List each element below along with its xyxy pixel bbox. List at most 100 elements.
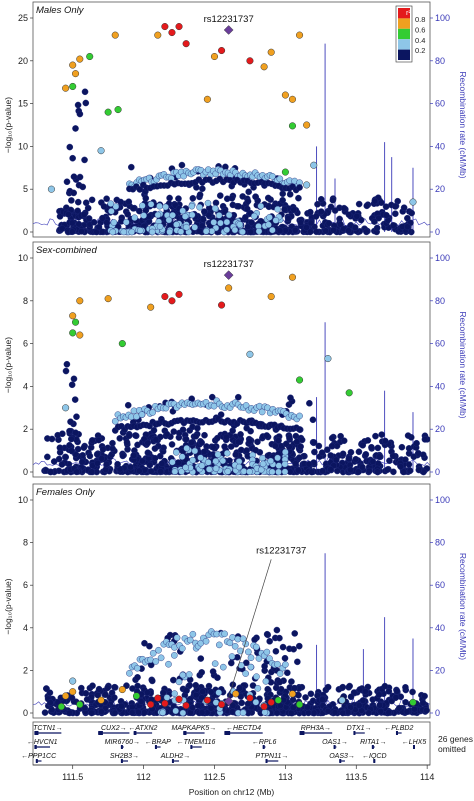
snp-point [255, 655, 263, 662]
snp-point [393, 687, 401, 695]
snp-point [421, 692, 428, 700]
snp-point [81, 88, 89, 96]
snp-point [109, 439, 116, 447]
snp-point [128, 709, 136, 717]
snp-point [377, 708, 384, 715]
snp-point-ld [154, 31, 162, 39]
snp-point [111, 683, 118, 691]
gene-exon [371, 745, 374, 749]
snp-point [339, 683, 347, 691]
snp-point [275, 462, 283, 469]
legend-swatch [398, 8, 410, 19]
snp-point [276, 634, 283, 642]
gene-label: ←BRAP [145, 739, 171, 746]
snp-point [265, 221, 272, 229]
legend-label: 0.8 [415, 15, 425, 24]
snp-point [251, 636, 258, 644]
snp-point [253, 673, 260, 680]
y-right-tick-label: 0 [435, 467, 440, 477]
snp-point [144, 449, 152, 457]
snp-point [359, 697, 367, 704]
gene-label: SH2B3→ [110, 753, 139, 760]
snp-point [85, 215, 93, 222]
y-right-tick-label: 100 [435, 253, 450, 263]
x-tick-label: 112.5 [204, 772, 226, 782]
snp-point [181, 213, 189, 220]
snp-point [157, 654, 165, 662]
snp-point [156, 202, 163, 210]
snp-point [205, 466, 213, 473]
snp-point [389, 452, 397, 460]
y-tick-label: 4 [23, 381, 28, 391]
snp-point [139, 457, 146, 465]
gene-label: ←TMEM116 [177, 739, 216, 746]
snp-point [198, 439, 205, 446]
snp-point [257, 466, 265, 474]
gene-name: OAS3 [329, 753, 348, 760]
snp-point [88, 468, 96, 476]
snp-point [339, 450, 347, 458]
snp-point [66, 427, 73, 435]
snp-point [125, 198, 133, 206]
panel-3: 0 2 4 6 8 10 −log₁₀(p-value) 0 20 40 60 80 100 Recomb… [3, 483, 468, 719]
snp-point [74, 101, 82, 109]
snp-point [419, 699, 427, 707]
snp-point [359, 463, 366, 471]
snp-point [48, 706, 56, 714]
snp-point [224, 468, 232, 475]
snp-point [304, 703, 311, 711]
snp-point [259, 460, 267, 468]
snp-point [68, 219, 76, 227]
snp-point [355, 200, 363, 208]
snp-point [340, 204, 348, 212]
snp-point [371, 197, 379, 205]
snp-point [317, 195, 325, 203]
snp-point [188, 211, 196, 219]
snp-point [179, 426, 187, 434]
gene-label: TCTN1→ [33, 725, 63, 732]
genes-omitted-note: 26 genes [438, 734, 473, 744]
snp-point [238, 699, 245, 707]
snp-point [62, 367, 70, 375]
snp-point [62, 453, 70, 461]
snp-point-ld [69, 688, 77, 696]
snp-point [404, 214, 411, 222]
snp-point-ld [114, 106, 122, 114]
y-axis-label: −log₁₀(p-value) [3, 578, 13, 634]
snp-point-ld [296, 376, 304, 384]
y-right-tick-label: 80 [435, 538, 445, 548]
snp-point-ld [161, 292, 169, 301]
lead-snp-marker [223, 25, 234, 35]
snp-point-ld [267, 48, 275, 56]
snp-point [47, 699, 54, 706]
snp-point [262, 678, 270, 685]
snp-point [124, 211, 132, 218]
snp-point [346, 682, 353, 690]
snp-point [179, 709, 187, 717]
gene-strand-arrow: → [365, 725, 372, 732]
snp-point [88, 437, 96, 444]
snp-point [149, 228, 156, 236]
snp-point [403, 708, 411, 716]
snp-point [276, 227, 284, 234]
panel-frame [32, 483, 431, 719]
snp-point [221, 443, 228, 450]
gene-label: ALDH2→ [160, 753, 191, 760]
y-tick-label: 8 [23, 296, 28, 306]
snp-point [313, 228, 320, 236]
snp-point-ld [324, 355, 332, 363]
gene-name: MAPKAPK5 [172, 725, 210, 732]
snp-point [395, 704, 403, 712]
snp-point [99, 446, 107, 453]
snp-point [327, 203, 335, 211]
y-tick-label: 8 [23, 538, 28, 548]
gene-exon [265, 759, 268, 763]
snp-point [196, 203, 203, 211]
snp-point [239, 228, 246, 236]
snp-point [78, 228, 85, 235]
snp-point [361, 688, 369, 695]
gene-exon [183, 731, 187, 735]
snp-point-ld [225, 284, 233, 292]
snp-point [264, 685, 271, 693]
